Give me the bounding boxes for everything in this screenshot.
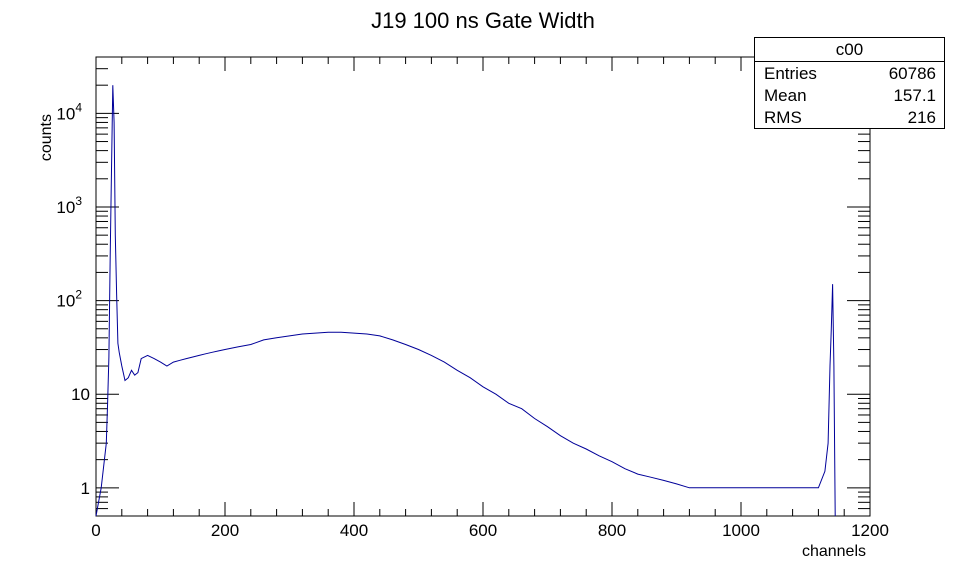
stats-value: 157.1 [893, 86, 936, 105]
stats-title: c00 [755, 38, 944, 62]
y-tick-label: 1 [81, 479, 90, 498]
stats-label: Mean [764, 86, 807, 105]
stats-row-entries: Entries 60786 [755, 62, 944, 84]
stats-row-mean: Mean 157.1 [755, 84, 944, 106]
stats-value: 216 [907, 108, 936, 127]
y-axis: 1 10 102 103 104 [56, 56, 870, 517]
chart-title: J19 100 ns Gate Width [371, 8, 595, 33]
x-tick-label: 200 [211, 521, 239, 540]
x-axis: 0 200 400 600 800 1000 1200 [91, 57, 889, 540]
stats-row-rms: RMS 216 [755, 106, 944, 128]
stats-box: c00 Entries 60786 Mean 157.1 RMS 216 [754, 37, 945, 129]
x-tick-label: 400 [340, 521, 368, 540]
stats-value: 60786 [888, 64, 936, 83]
y-axis-label: counts [38, 114, 55, 161]
y-tick-label: 102 [56, 288, 82, 311]
x-tick-label: 1000 [722, 521, 760, 540]
x-tick-label: 1200 [851, 521, 889, 540]
y-tick-label: 10 [71, 385, 90, 404]
x-tick-label: 0 [91, 521, 100, 540]
x-tick-label: 800 [598, 521, 626, 540]
x-axis-label: channels [802, 543, 866, 560]
y-tick-label: 104 [56, 100, 82, 123]
y-tick-label: 103 [56, 194, 82, 217]
histogram-series-line [95, 85, 836, 517]
stats-label: Entries [764, 64, 817, 83]
x-tick-label: 600 [469, 521, 497, 540]
stats-label: RMS [764, 108, 802, 127]
